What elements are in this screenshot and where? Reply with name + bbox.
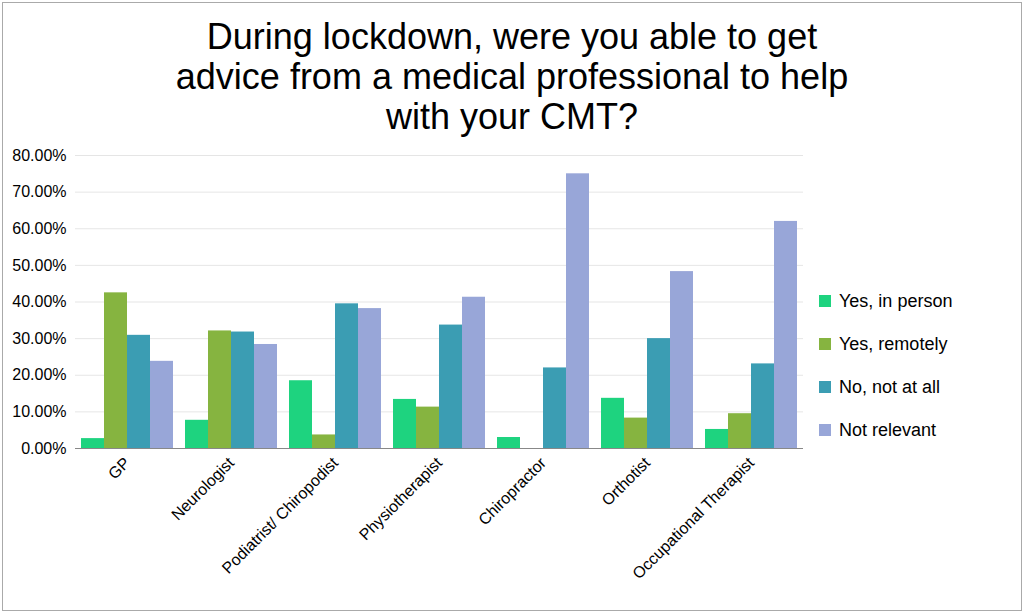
svg-text:Neurologist: Neurologist — [168, 454, 238, 524]
svg-text:30.00%: 30.00% — [12, 330, 66, 347]
svg-text:Occupational Therapist: Occupational Therapist — [629, 454, 758, 583]
svg-text:50.00%: 50.00% — [12, 256, 66, 273]
html-text:No, not at all: No, not at all — [839, 376, 941, 397]
html-text:Yes, in person: Yes, in person — [839, 290, 953, 311]
html-text:Yes, remotely: Yes, remotely — [839, 333, 948, 354]
svg-text:10.00%: 10.00% — [12, 403, 66, 420]
svg-text:GP: GP — [105, 454, 133, 482]
svg-text:Podiatrist/ Chiropodist: Podiatrist/ Chiropodist — [219, 454, 342, 577]
svg-text:80.00%: 80.00% — [12, 147, 66, 164]
svg-text:0.00%: 0.00% — [21, 440, 66, 457]
html-text:Not relevant: Not relevant — [839, 419, 937, 440]
svg-text:Physiotherapist: Physiotherapist — [356, 454, 446, 544]
svg-text:Chiropractor: Chiropractor — [475, 454, 550, 529]
svg-text:20.00%: 20.00% — [12, 366, 66, 383]
html-text:During lockdown, were you able: During lockdown, were you able to get ad… — [175, 16, 849, 137]
svg-text:70.00%: 70.00% — [12, 183, 66, 200]
svg-text:40.00%: 40.00% — [12, 293, 66, 310]
svg-text:Orthotist: Orthotist — [598, 454, 653, 509]
svg-text:60.00%: 60.00% — [12, 220, 66, 237]
